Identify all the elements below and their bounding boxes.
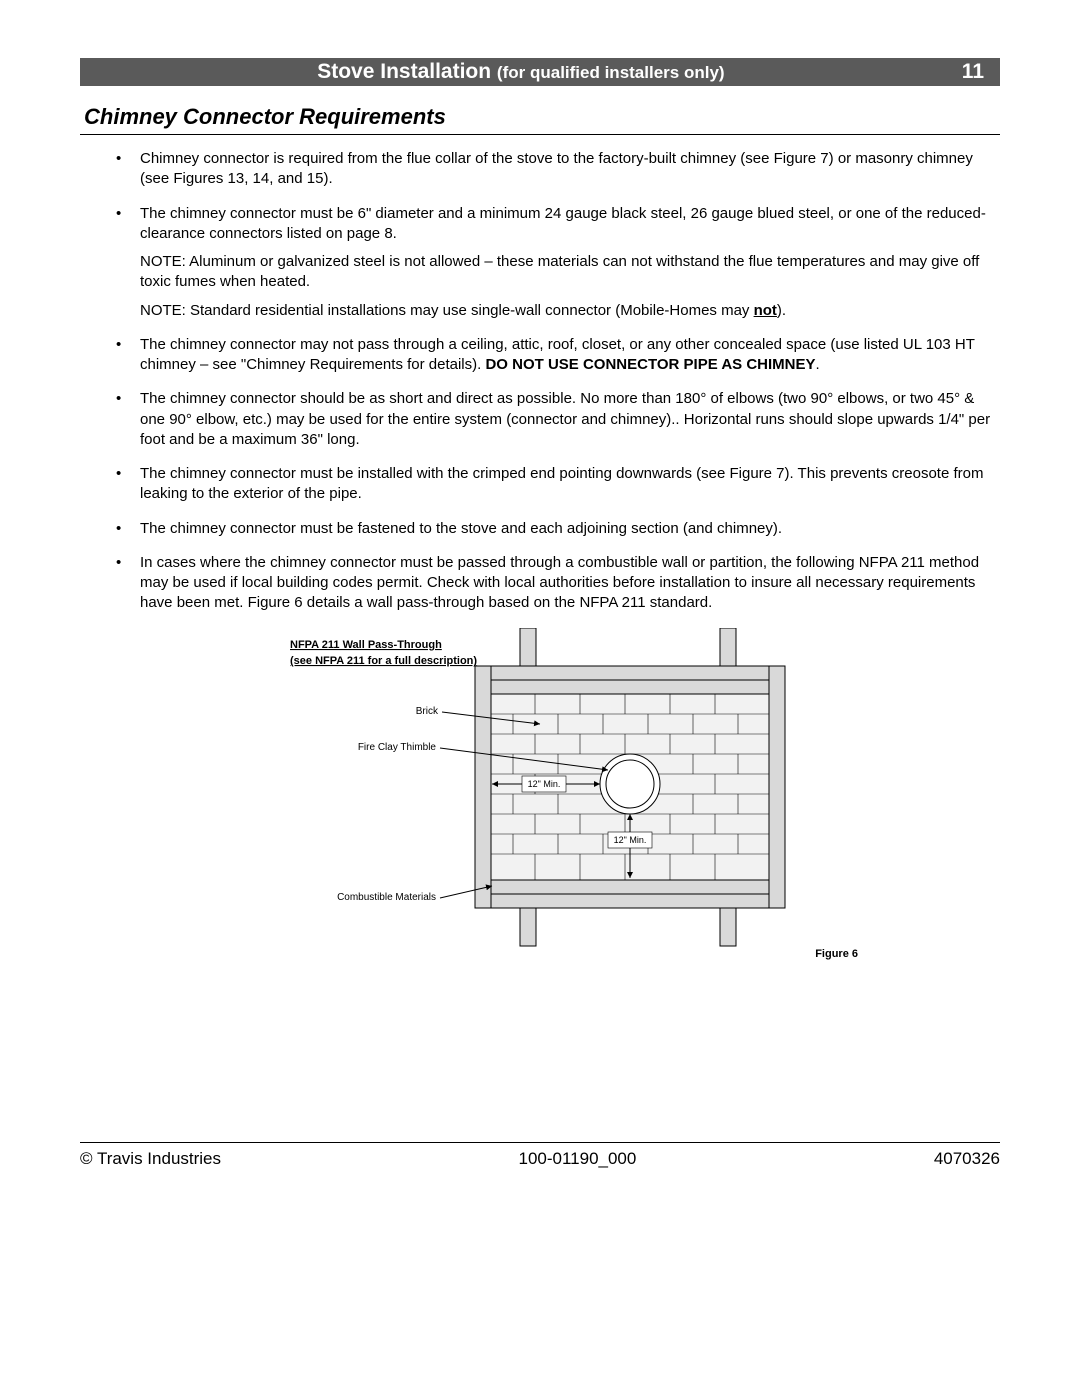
diagram-title-1: NFPA 211 Wall Pass-Through bbox=[290, 639, 442, 651]
dim-horizontal: 12" Min. bbox=[528, 779, 561, 789]
label-combustible: Combustible Materials bbox=[337, 892, 436, 903]
bullet-item: The chimney connector must be fastened t… bbox=[140, 519, 1000, 539]
figure-caption: Figure 6 bbox=[815, 948, 858, 960]
header-title-main: Stove Installation bbox=[317, 60, 497, 83]
bullet-bold-tail: DO NOT USE CONNECTOR PIPE AS CHIMNEY bbox=[485, 356, 815, 373]
bullet-text: The chimney connector must be fastened t… bbox=[140, 520, 782, 537]
bullet-text: The chimney connector should be as short… bbox=[140, 390, 990, 448]
dim-vertical: 12" Min. bbox=[614, 835, 647, 845]
header-bar: Stove Installation (for qualified instal… bbox=[80, 58, 1000, 86]
bullet-text: Chimney connector is required from the f… bbox=[140, 150, 973, 187]
bullet-item: The chimney connector must be installed … bbox=[140, 464, 1000, 505]
header-title-sub: (for qualified installers only) bbox=[497, 63, 725, 82]
label-thimble: Fire Clay Thimble bbox=[358, 742, 437, 753]
bullet-text: In cases where the chimney connector mus… bbox=[140, 554, 979, 612]
footer-right: 4070326 bbox=[934, 1149, 1000, 1169]
bullet-item: Chimney connector is required from the f… bbox=[140, 149, 1000, 190]
page-number: 11 bbox=[962, 60, 984, 84]
header-title: Stove Installation (for qualified instal… bbox=[80, 60, 962, 84]
footer-center: 100-01190_000 bbox=[518, 1149, 636, 1169]
footer-left: © Travis Industries bbox=[80, 1149, 221, 1169]
bullet-text: The chimney connector must be 6" diamete… bbox=[140, 205, 986, 242]
label-brick: Brick bbox=[416, 706, 439, 717]
note-text: NOTE: Standard residential installations… bbox=[140, 301, 1000, 321]
note-text: NOTE: Aluminum or galvanized steel is no… bbox=[140, 252, 1000, 293]
diagram-title-2: (see NFPA 211 for a full description) bbox=[290, 655, 477, 667]
bullet-text: The chimney connector must be installed … bbox=[140, 465, 983, 502]
footer: © Travis Industries 100-01190_000 407032… bbox=[80, 1142, 1000, 1169]
bullet-item: The chimney connector should be as short… bbox=[140, 389, 1000, 450]
wall-passthrough-diagram: 12" Min. 12" Min. Brick Fire Clay Thimbl… bbox=[230, 628, 850, 948]
bullet-item: In cases where the chimney connector mus… bbox=[140, 553, 1000, 614]
section-title: Chimney Connector Requirements bbox=[80, 104, 1000, 135]
bullet-item: The chimney connector may not pass throu… bbox=[140, 335, 1000, 376]
bullet-list: Chimney connector is required from the f… bbox=[80, 149, 1000, 614]
bullet-item: The chimney connector must be 6" diamete… bbox=[140, 204, 1000, 321]
page: Stove Installation (for qualified instal… bbox=[0, 0, 1080, 1397]
diagram-container: 12" Min. 12" Min. Brick Fire Clay Thimbl… bbox=[80, 628, 1000, 968]
